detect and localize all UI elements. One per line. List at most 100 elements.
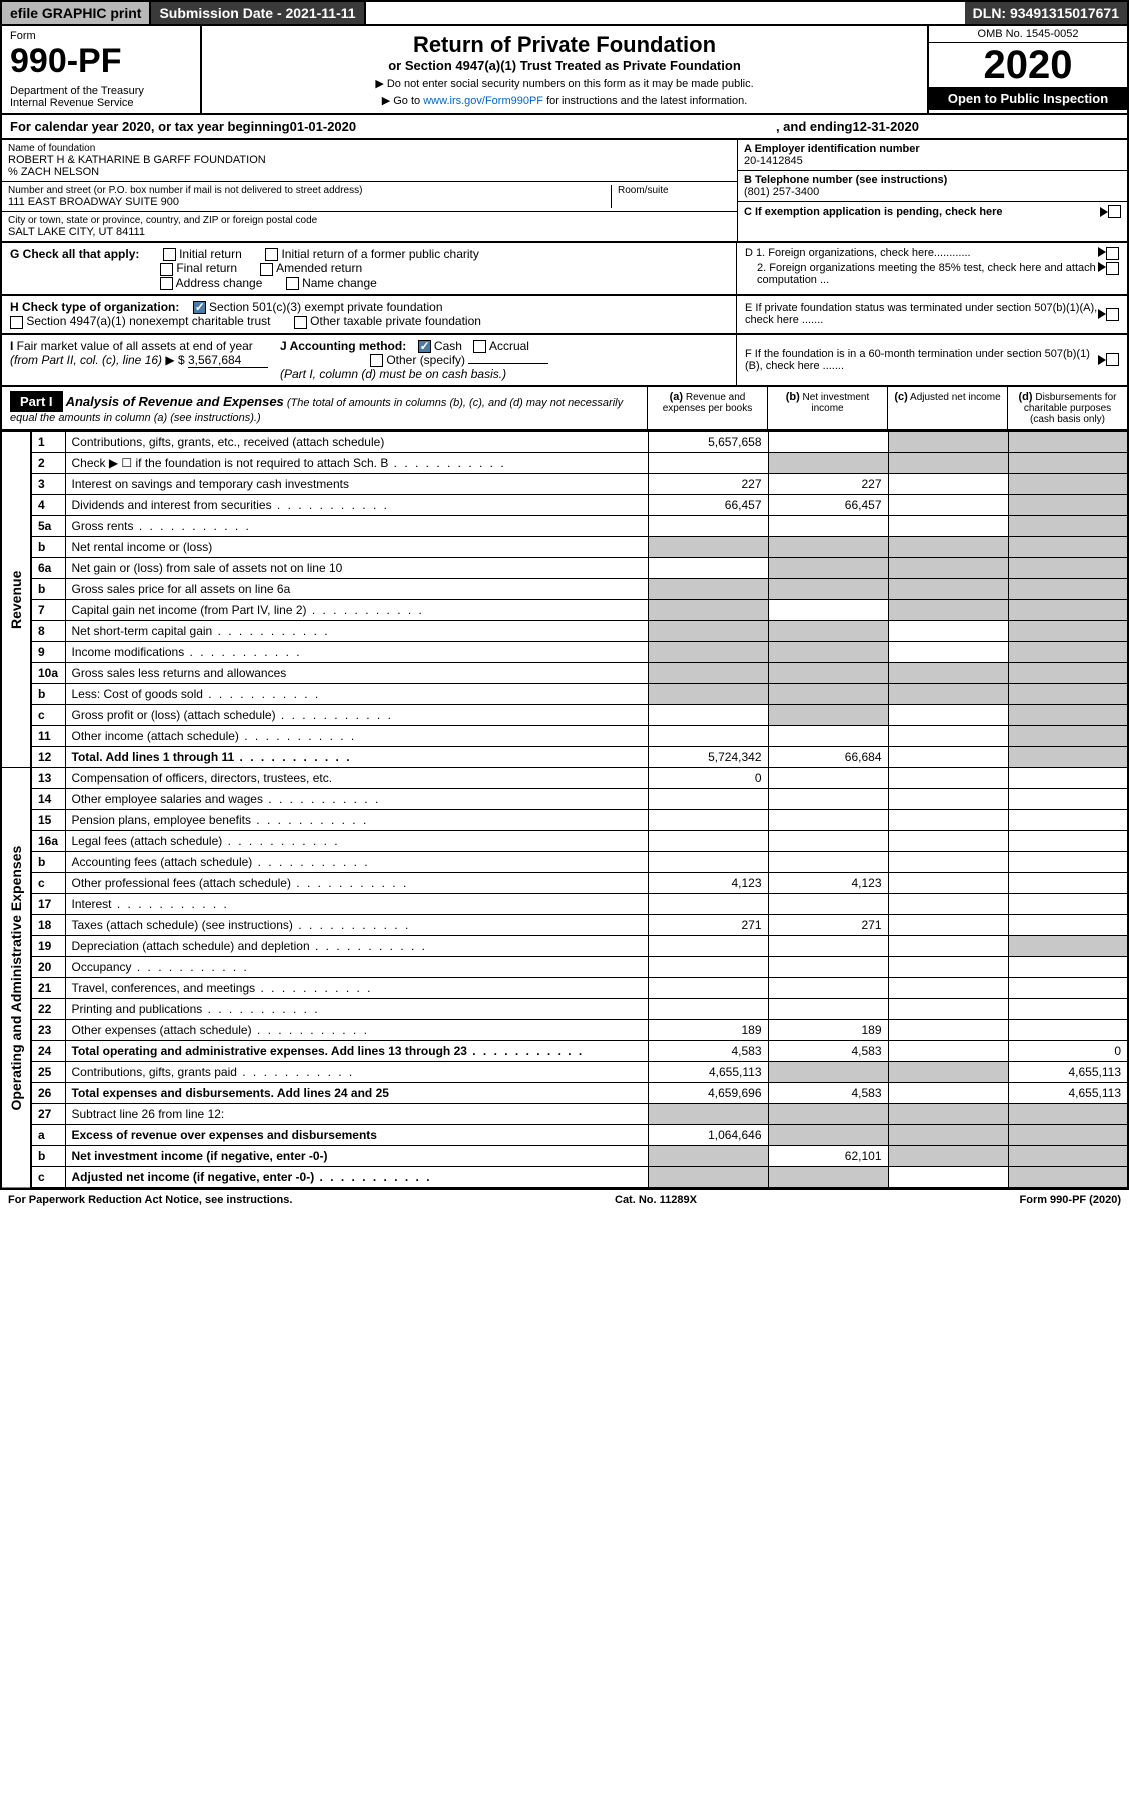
amt-cell: 271 [648, 915, 768, 936]
h-other-checkbox[interactable] [294, 316, 307, 329]
amt-cell [648, 1146, 768, 1167]
g-initial-former-checkbox[interactable] [265, 248, 278, 261]
amt-cell [1008, 663, 1128, 684]
amt-cell [768, 579, 888, 600]
form-subtitle: or Section 4947(a)(1) Trust Treated as P… [208, 58, 921, 73]
amt-cell [768, 1125, 888, 1146]
line-num: 24 [31, 1041, 65, 1062]
g-opt-4: Address change [176, 276, 263, 290]
line-num: 26 [31, 1083, 65, 1104]
line-desc: Contributions, gifts, grants paid [65, 1062, 648, 1083]
h-501c3-checkbox[interactable] [193, 301, 206, 314]
amt-cell [1008, 705, 1128, 726]
amt-cell [768, 894, 888, 915]
j-label: J Accounting method: [280, 339, 406, 353]
c-checkbox[interactable] [1108, 205, 1121, 218]
amt-cell: 227 [768, 474, 888, 495]
amt-cell [648, 600, 768, 621]
line-num: 16a [31, 831, 65, 852]
amt-cell: 227 [648, 474, 768, 495]
line-desc: Printing and publications [65, 999, 648, 1020]
part1-title: Analysis of Revenue and Expenses [66, 394, 284, 409]
g-initial-checkbox[interactable] [163, 248, 176, 261]
line-num: c [31, 1167, 65, 1189]
amt-cell [768, 705, 888, 726]
amt-cell [648, 705, 768, 726]
line-num: 21 [31, 978, 65, 999]
j-note: (Part I, column (d) must be on cash basi… [280, 367, 506, 381]
g-name-checkbox[interactable] [286, 277, 299, 290]
amt-cell [648, 978, 768, 999]
dept-label: Department of the Treasury Internal Reve… [10, 85, 192, 109]
amt-cell [648, 726, 768, 747]
amt-cell [768, 768, 888, 789]
footer-right: Form 990-PF (2020) [1020, 1194, 1121, 1206]
j-accrual-checkbox[interactable] [473, 340, 486, 353]
col-c-head: (c) Adjusted net income [887, 387, 1007, 429]
amt-cell [888, 600, 1008, 621]
line-desc: Compensation of officers, directors, tru… [65, 768, 648, 789]
amt-cell [1008, 1104, 1128, 1125]
amt-cell [888, 705, 1008, 726]
footer-left: For Paperwork Reduction Act Notice, see … [8, 1194, 292, 1206]
amt-cell [888, 1146, 1008, 1167]
amt-cell: 0 [648, 768, 768, 789]
amt-cell [1008, 600, 1128, 621]
tel-label: B Telephone number (see instructions) [744, 174, 1121, 186]
amt-cell [888, 495, 1008, 516]
amt-cell [768, 432, 888, 453]
amt-cell [1008, 999, 1128, 1020]
amt-cell [1008, 873, 1128, 894]
line-desc: Net investment income (if negative, ente… [65, 1146, 648, 1167]
col-b-head: (b) Net investment income [767, 387, 887, 429]
amt-cell [1008, 621, 1128, 642]
amt-cell [1008, 495, 1128, 516]
line-desc: Subtract line 26 from line 12: [65, 1104, 648, 1125]
amt-cell [1008, 516, 1128, 537]
amt-cell [648, 663, 768, 684]
line-num: 11 [31, 726, 65, 747]
f-label: F If the foundation is in a 60-month ter… [745, 348, 1098, 372]
irs-link[interactable]: www.irs.gov/Form990PF [423, 95, 543, 107]
amt-cell [888, 1125, 1008, 1146]
line-num: c [31, 873, 65, 894]
h-4947-checkbox[interactable] [10, 316, 23, 329]
efile-button[interactable]: efile GRAPHIC print [2, 2, 151, 24]
amt-cell [648, 453, 768, 474]
amt-cell [888, 537, 1008, 558]
c-label: C If exemption application is pending, c… [744, 206, 1100, 218]
line-num: 19 [31, 936, 65, 957]
amt-cell [888, 915, 1008, 936]
e-checkbox[interactable] [1106, 308, 1119, 321]
section-h-e: H Check type of organization: Section 50… [0, 296, 1129, 335]
amt-cell [1008, 1167, 1128, 1189]
amt-cell [1008, 852, 1128, 873]
line-num: 4 [31, 495, 65, 516]
g-address-checkbox[interactable] [160, 277, 173, 290]
amt-cell [888, 894, 1008, 915]
g-amended-checkbox[interactable] [260, 263, 273, 276]
name-label: Name of foundation [8, 143, 731, 154]
j-other-checkbox[interactable] [370, 354, 383, 367]
amt-cell [1008, 474, 1128, 495]
amt-cell [768, 642, 888, 663]
amt-cell [888, 810, 1008, 831]
j-cash-checkbox[interactable] [418, 340, 431, 353]
amt-cell [888, 663, 1008, 684]
amt-cell [888, 1062, 1008, 1083]
amt-cell [648, 516, 768, 537]
amt-cell [1008, 1146, 1128, 1167]
street-address: 111 EAST BROADWAY SUITE 900 [8, 196, 611, 208]
amt-cell: 62,101 [768, 1146, 888, 1167]
f-checkbox[interactable] [1106, 353, 1119, 366]
amt-cell: 4,123 [648, 873, 768, 894]
amt-cell [888, 621, 1008, 642]
d2-checkbox[interactable] [1106, 262, 1119, 275]
g-final-checkbox[interactable] [160, 263, 173, 276]
col-d-head: (d) Disbursements for charitable purpose… [1007, 387, 1127, 429]
amt-cell [768, 726, 888, 747]
d1-checkbox[interactable] [1106, 247, 1119, 260]
j-other: Other (specify) [386, 353, 465, 367]
top-bar: efile GRAPHIC print Submission Date - 20… [0, 0, 1129, 26]
amt-cell [648, 999, 768, 1020]
